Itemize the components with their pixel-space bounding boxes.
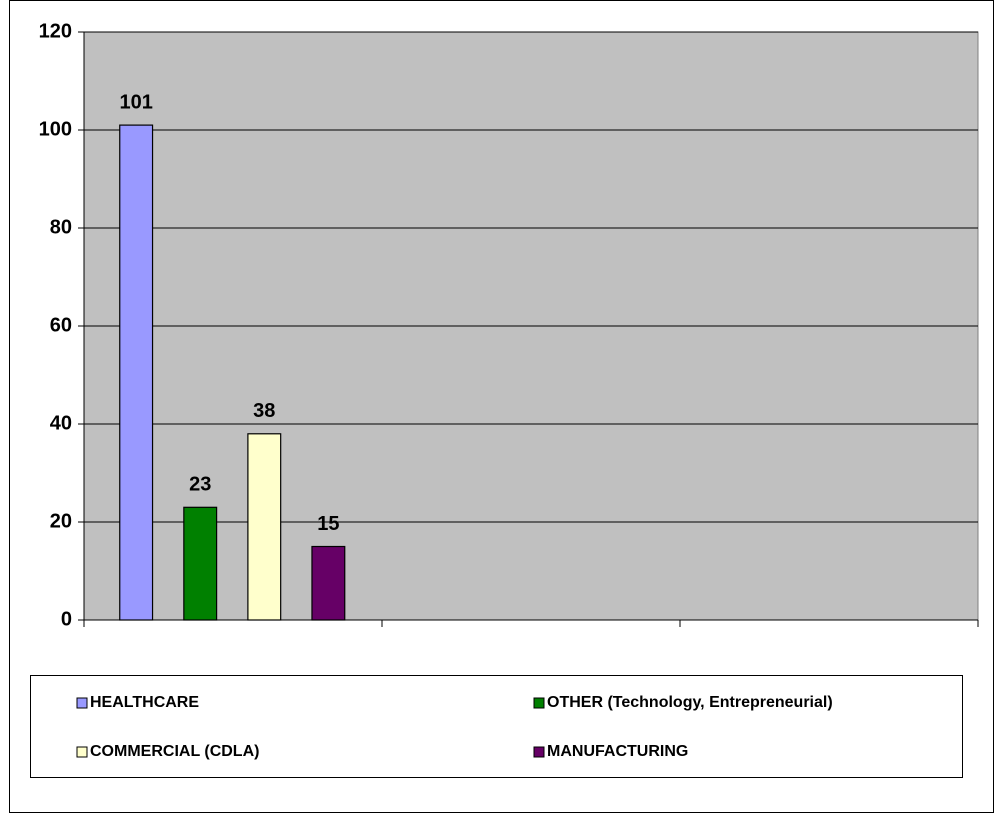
legend-label: OTHER (Technology, Entrepreneurial) [547, 694, 833, 711]
y-tick-label: 60 [50, 314, 72, 336]
legend-marker [76, 746, 88, 758]
legend-box [30, 675, 963, 778]
legend-label: COMMERCIAL (CDLA) [90, 743, 259, 760]
y-tick-label: 80 [50, 216, 72, 238]
y-tick-label: 120 [39, 20, 72, 42]
y-tick-label: 20 [50, 510, 72, 532]
legend-label: HEALTHCARE [90, 694, 199, 711]
bar [183, 506, 218, 621]
bar [311, 545, 346, 621]
y-tick-label: 0 [61, 608, 72, 630]
data-label: 23 [189, 474, 211, 496]
legend-marker [76, 697, 88, 709]
legend-marker [533, 746, 545, 758]
bar [119, 124, 154, 621]
data-label: 38 [253, 400, 275, 422]
y-tick-label: 100 [39, 118, 72, 140]
data-label: 101 [119, 91, 152, 113]
legend-label: MANUFACTURING [547, 743, 688, 760]
legend-marker [533, 697, 545, 709]
bar [247, 433, 282, 621]
y-tick-label: 40 [50, 412, 72, 434]
data-label: 15 [317, 513, 339, 535]
